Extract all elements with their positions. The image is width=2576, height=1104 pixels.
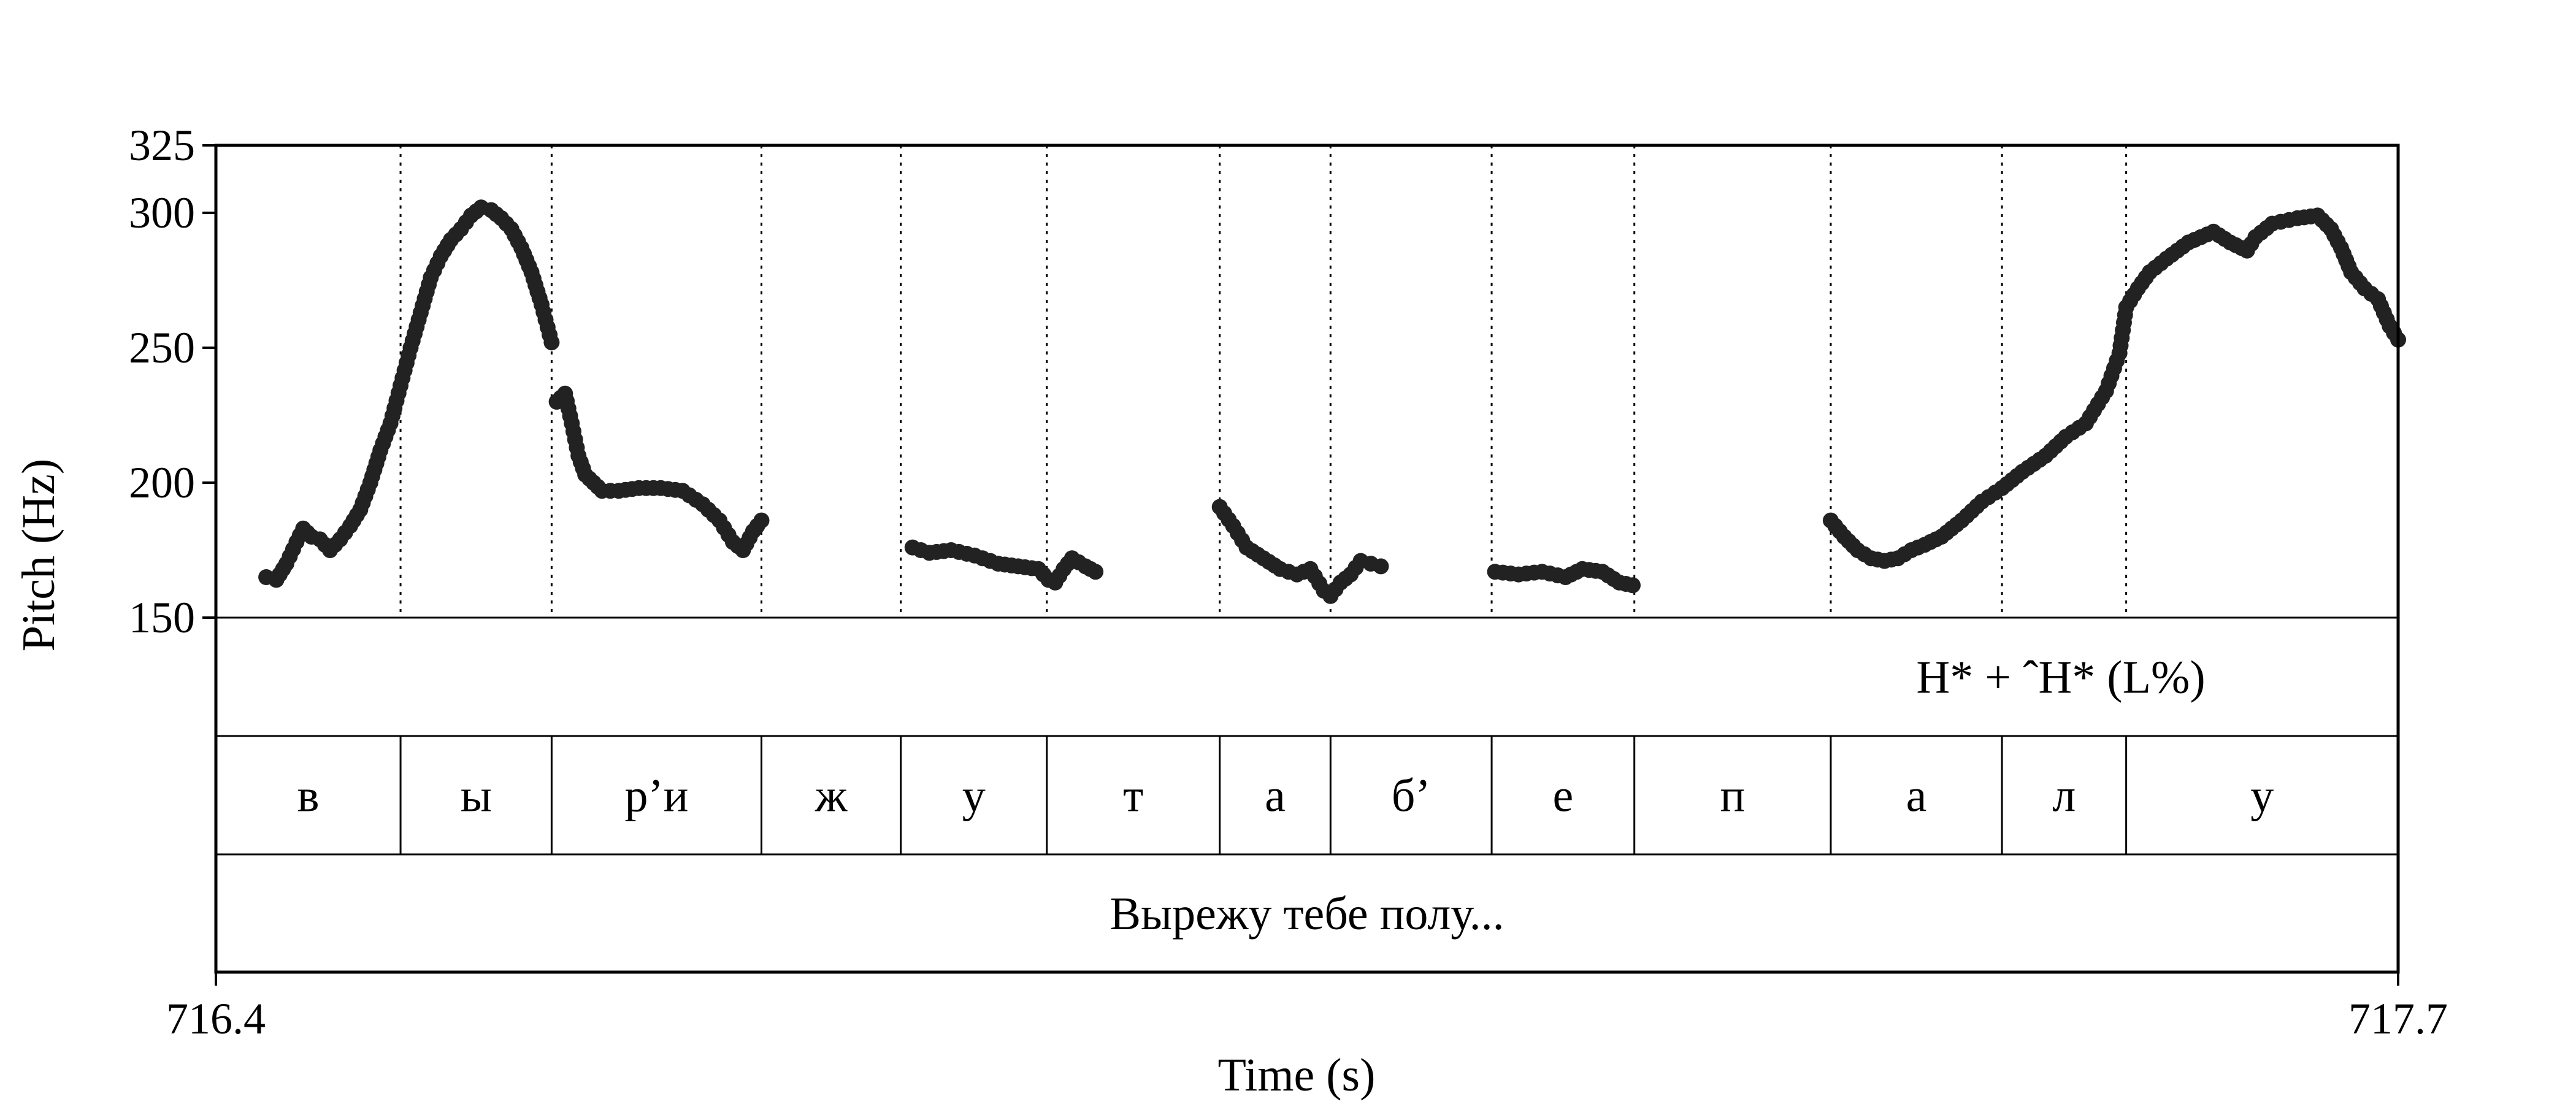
tier-segments-label: р’и <box>624 770 688 822</box>
tier-segments-label: п <box>1720 770 1745 822</box>
pitch-point <box>543 334 560 351</box>
pitch-point <box>1624 577 1641 594</box>
y-tick-label: 250 <box>129 323 195 372</box>
pitch-point <box>753 512 770 529</box>
pitch-points <box>258 199 2406 604</box>
segment-boundaries <box>399 145 2128 854</box>
tier-segments-label: у <box>962 770 986 822</box>
tier-segments-label: в <box>297 770 320 822</box>
y-tick-label: 325 <box>129 121 195 170</box>
tier-segments-label: у <box>2250 770 2274 822</box>
y-tick-label: 300 <box>129 188 195 237</box>
x-tick-label: 716.4 <box>166 994 266 1043</box>
y-axis-ticks: 150 200 250 300 325 <box>129 121 216 642</box>
annotation-tiers: H* + ˆH* (L%) в ы р’и ж у т а б’ е п а л у Вырежу тебе… <box>297 652 2274 940</box>
x-tick-label: 717.7 <box>2348 994 2448 1043</box>
tier-segments-label: л <box>2052 770 2076 822</box>
pitch-point <box>1373 558 1389 575</box>
tier-tones-label: H* + ˆH* (L%) <box>1916 652 2205 703</box>
tier-segments-label: а <box>1265 770 1286 822</box>
tier-words-label: Вырежу тебе полу... <box>1110 888 1504 940</box>
plot-border <box>214 144 2400 974</box>
tier-segments-label: ж <box>815 770 848 822</box>
plot-frame <box>214 144 2400 974</box>
tier-segments-label: а <box>1906 770 1927 822</box>
tier-segments-label: б’ <box>1392 770 1431 822</box>
x-axis-ticks: 716.4 717.7 <box>166 972 2448 1043</box>
tier-segments-label: т <box>1123 770 1143 822</box>
tier-segments-label: е <box>1553 770 1574 822</box>
y-axis-title: Pitch (Hz) <box>13 459 64 651</box>
x-axis-title: Time (s) <box>1218 1049 1376 1101</box>
y-tick-label: 150 <box>129 593 195 642</box>
y-tick-label: 200 <box>129 458 195 507</box>
pitch-point <box>1087 564 1104 580</box>
tier-segments-label: ы <box>461 770 492 822</box>
